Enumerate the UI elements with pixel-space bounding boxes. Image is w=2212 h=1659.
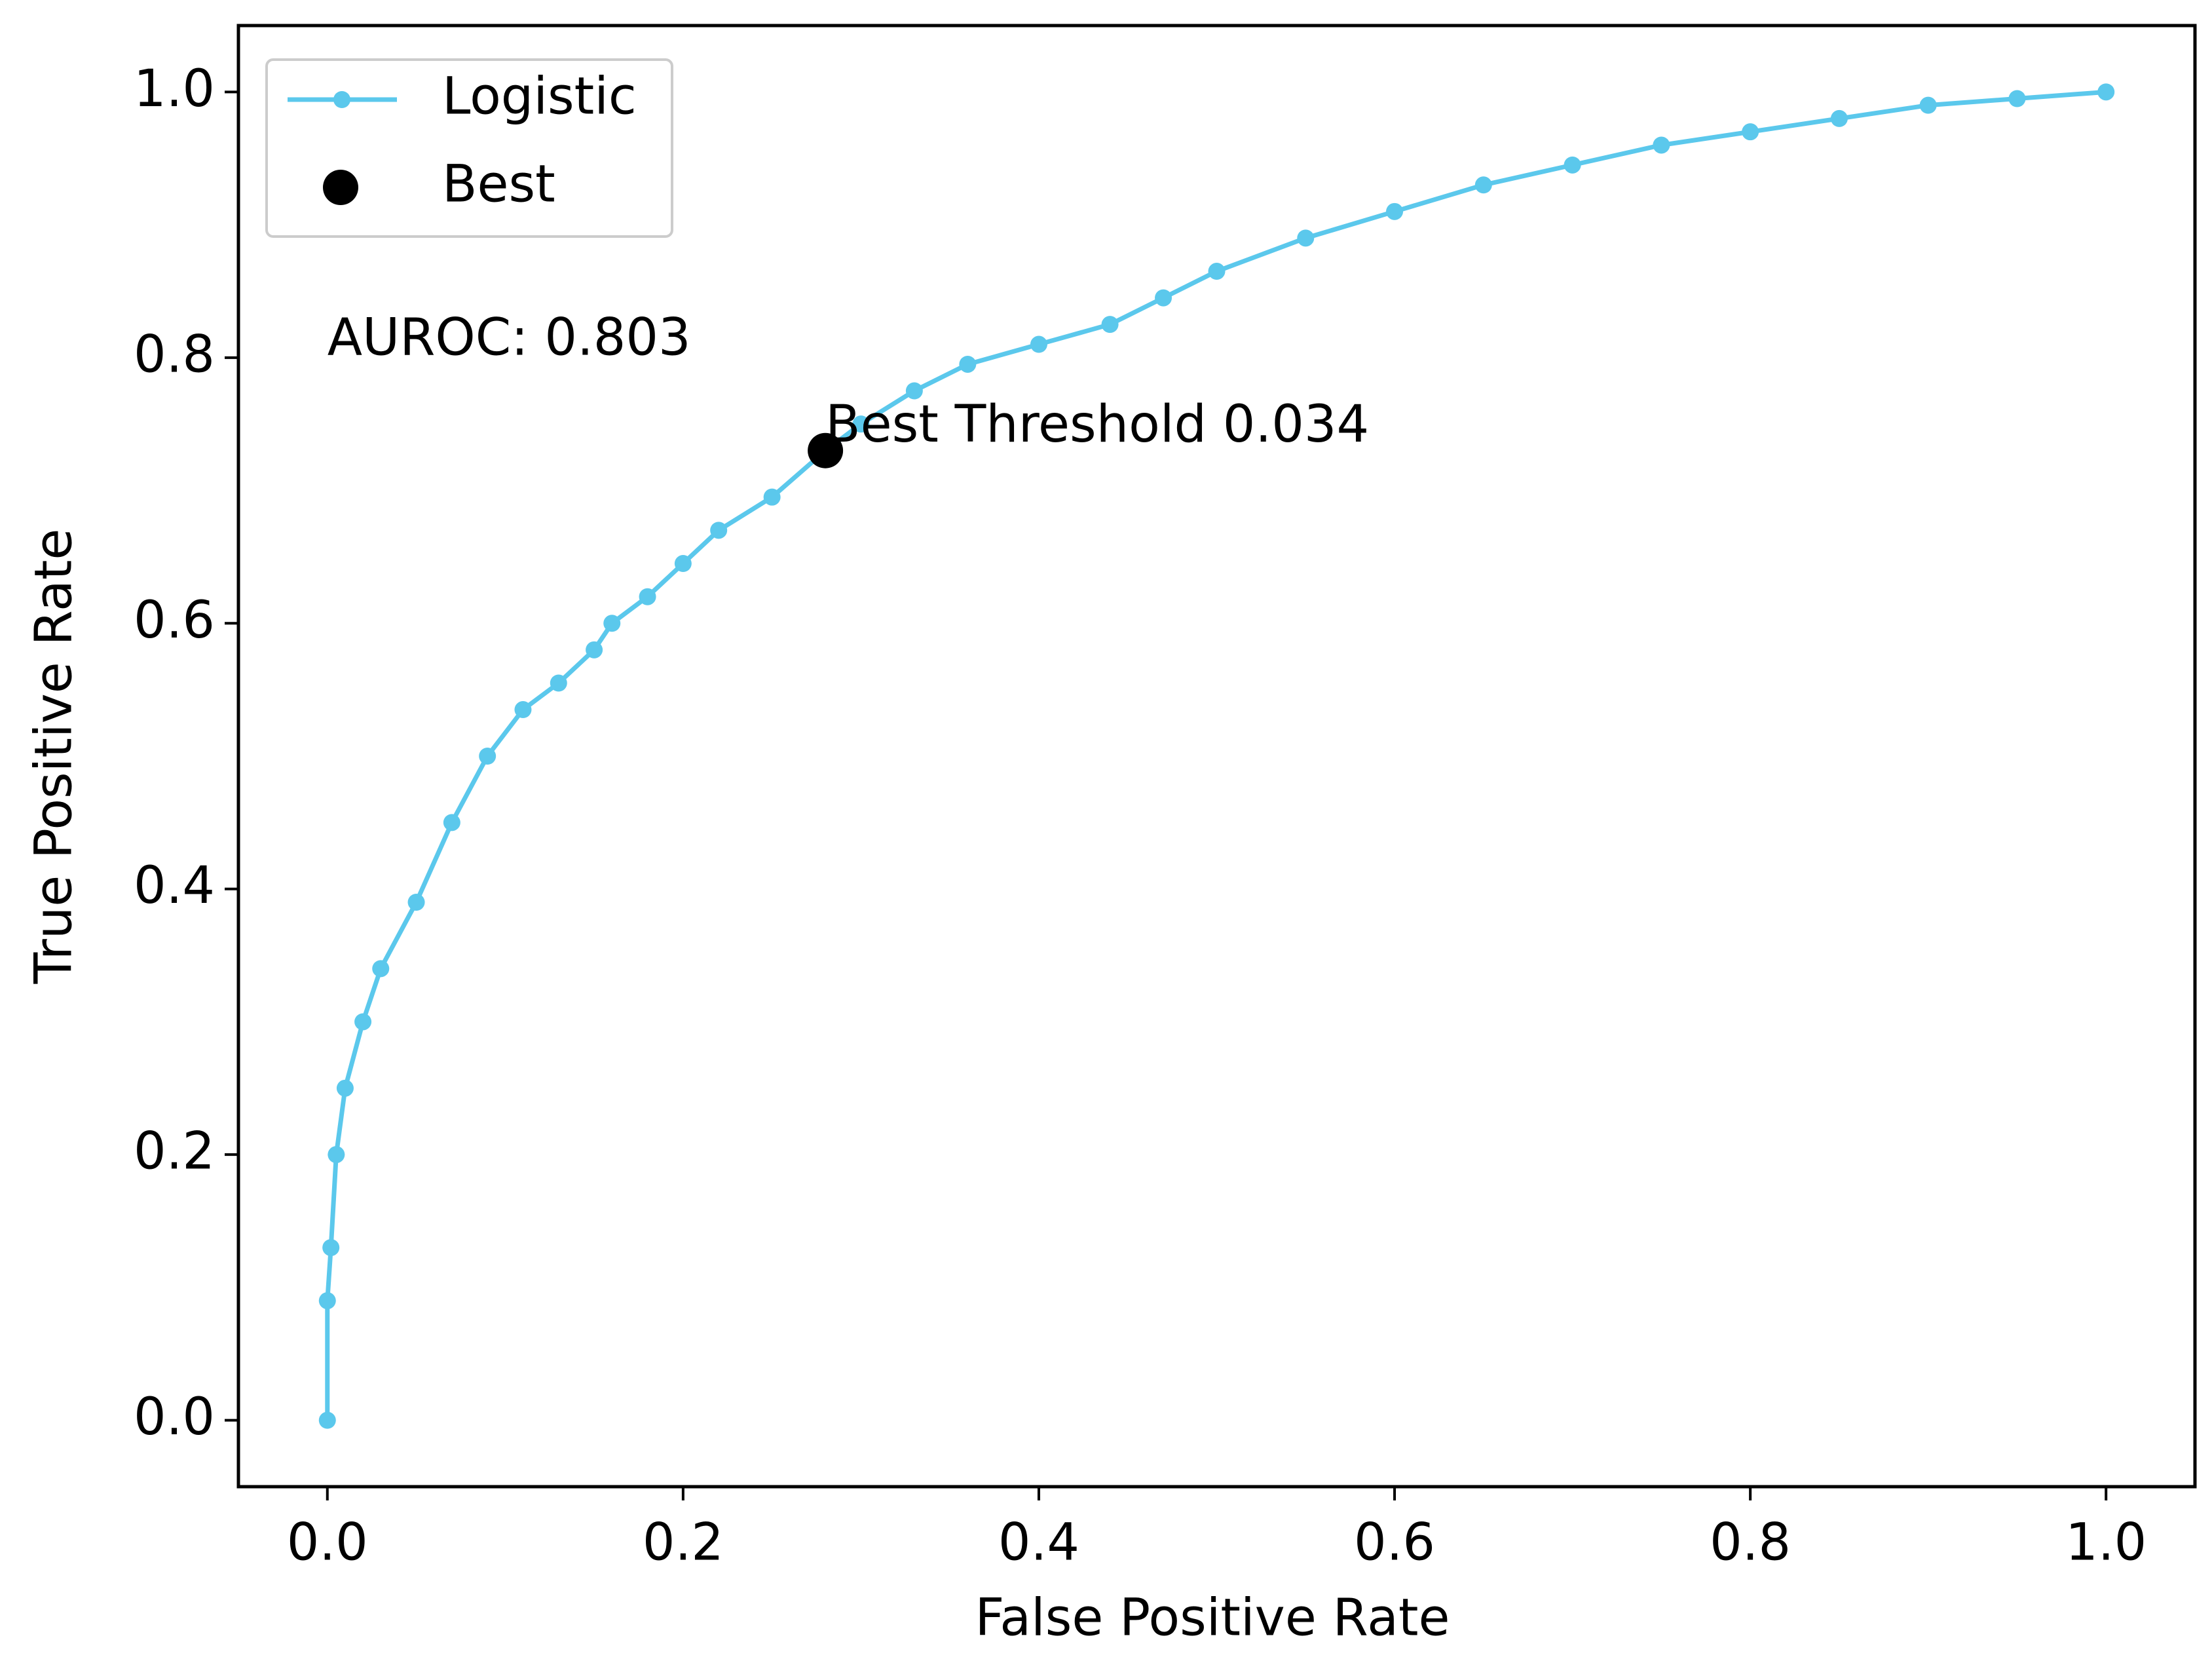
roc-point — [1919, 96, 1937, 114]
roc-point — [328, 1146, 345, 1164]
y-tick-label: 1.0 — [134, 60, 215, 119]
plot-frame — [236, 24, 2197, 1489]
legend-marker — [333, 91, 350, 108]
roc-point — [1742, 123, 1759, 141]
roc-point — [1386, 202, 1404, 220]
annotation: Best Threshold 0.034 — [825, 395, 1369, 454]
roc-point — [443, 814, 460, 831]
legend-label: Logistic — [442, 67, 637, 126]
x-tick-label: 1.0 — [2065, 1513, 2146, 1572]
roc-point — [639, 588, 656, 605]
roc-point — [354, 1013, 372, 1031]
roc-point — [2008, 90, 2026, 107]
roc-point — [336, 1079, 354, 1097]
y-tick-label: 0.4 — [134, 856, 215, 915]
x-axis-label: False Positive Rate — [975, 1588, 1450, 1647]
roc-point — [1830, 109, 1848, 127]
roc-line — [325, 89, 2107, 1421]
roc-point — [1653, 136, 1670, 154]
roc-point — [1155, 289, 1172, 307]
roc-point — [318, 1411, 336, 1429]
roc-point — [407, 894, 425, 911]
y-tick-label: 0.0 — [134, 1388, 215, 1447]
best-point — [808, 432, 844, 468]
roc-point — [550, 674, 567, 692]
roc-point — [852, 415, 870, 433]
x-tick-label: 0.8 — [1710, 1513, 1791, 1572]
x-tick-label: 0.2 — [643, 1513, 724, 1572]
x-tick-label: 0.0 — [287, 1513, 368, 1572]
roc-point — [318, 1292, 336, 1310]
roc-point — [1564, 156, 1581, 174]
legend-label: Best — [442, 155, 555, 214]
roc-point — [710, 522, 728, 539]
annotation: AUROC: 0.803 — [328, 308, 691, 367]
x-tick-label: 0.6 — [1354, 1513, 1435, 1572]
legend-marker — [323, 170, 358, 205]
roc-point — [1474, 176, 1492, 194]
roc-point — [763, 488, 781, 506]
roc-point — [514, 701, 532, 719]
legend-box — [265, 58, 673, 238]
roc-point — [674, 555, 692, 573]
y-tick-label: 0.6 — [134, 591, 215, 650]
roc-point — [586, 641, 603, 658]
y-axis-label: True Positive Rate — [24, 529, 83, 985]
roc-point — [479, 748, 497, 765]
x-tick-label: 0.4 — [998, 1513, 1079, 1572]
y-tick-label: 0.8 — [134, 325, 215, 384]
roc-point — [1030, 335, 1047, 353]
roc-point — [372, 960, 390, 978]
roc-point — [603, 615, 621, 632]
roc-point — [905, 382, 923, 400]
roc-point — [1101, 316, 1119, 334]
roc-point — [1297, 229, 1315, 247]
roc-point — [1208, 263, 1226, 280]
roc-point — [959, 355, 977, 373]
y-tick-label: 0.2 — [134, 1122, 215, 1181]
roc-point — [2097, 83, 2115, 101]
roc-point — [322, 1239, 340, 1257]
